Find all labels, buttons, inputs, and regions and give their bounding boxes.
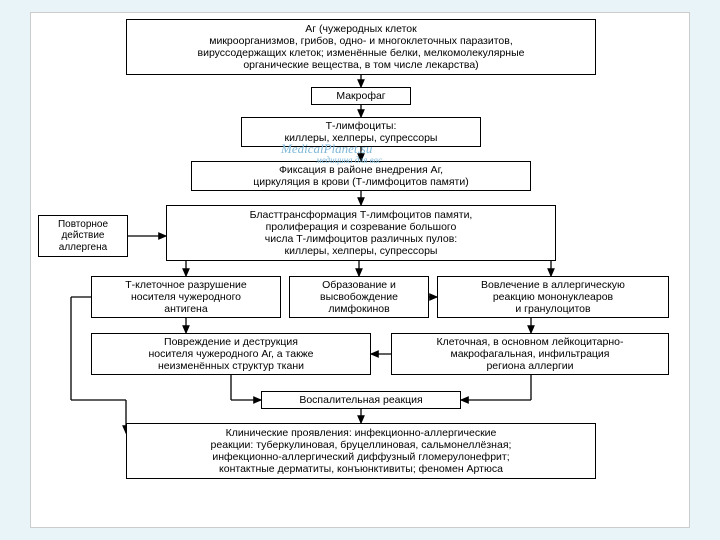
diagram-sheet: Аг (чужеродных клетокмикроорганизмов, гр… xyxy=(30,12,690,528)
flow-node-n5: Бласттрансформация Т-лимфоцитов памяти,п… xyxy=(166,205,556,261)
flow-node-n1: Аг (чужеродных клетокмикроорганизмов, гр… xyxy=(126,19,596,75)
flow-node-n6: Повторноедействиеаллергена xyxy=(38,215,128,257)
flow-node-n10: Повреждение и деструкцияносителя чужерод… xyxy=(91,333,371,375)
flow-node-n12: Воспалительная реакция xyxy=(261,391,461,409)
flow-node-n2: Макрофаг xyxy=(311,87,411,105)
flow-node-n9: Вовлечение в аллергическуюреакцию монону… xyxy=(437,276,669,318)
flow-node-n3: Т-лимфоциты:киллеры, хелперы, супрессоры xyxy=(241,117,481,147)
flow-node-n13: Клинические проявления: инфекционно-алле… xyxy=(126,423,596,479)
flow-node-n4: Фиксация в районе внедрения Аг,циркуляци… xyxy=(191,161,531,191)
flow-node-n7: Т-клеточное разрушениеносителя чужеродно… xyxy=(91,276,281,318)
flow-node-n11: Клеточная, в основном лейкоцитарно-макро… xyxy=(391,333,669,375)
flow-node-n8: Образование ивысвобождениелимфокинов xyxy=(289,276,429,318)
